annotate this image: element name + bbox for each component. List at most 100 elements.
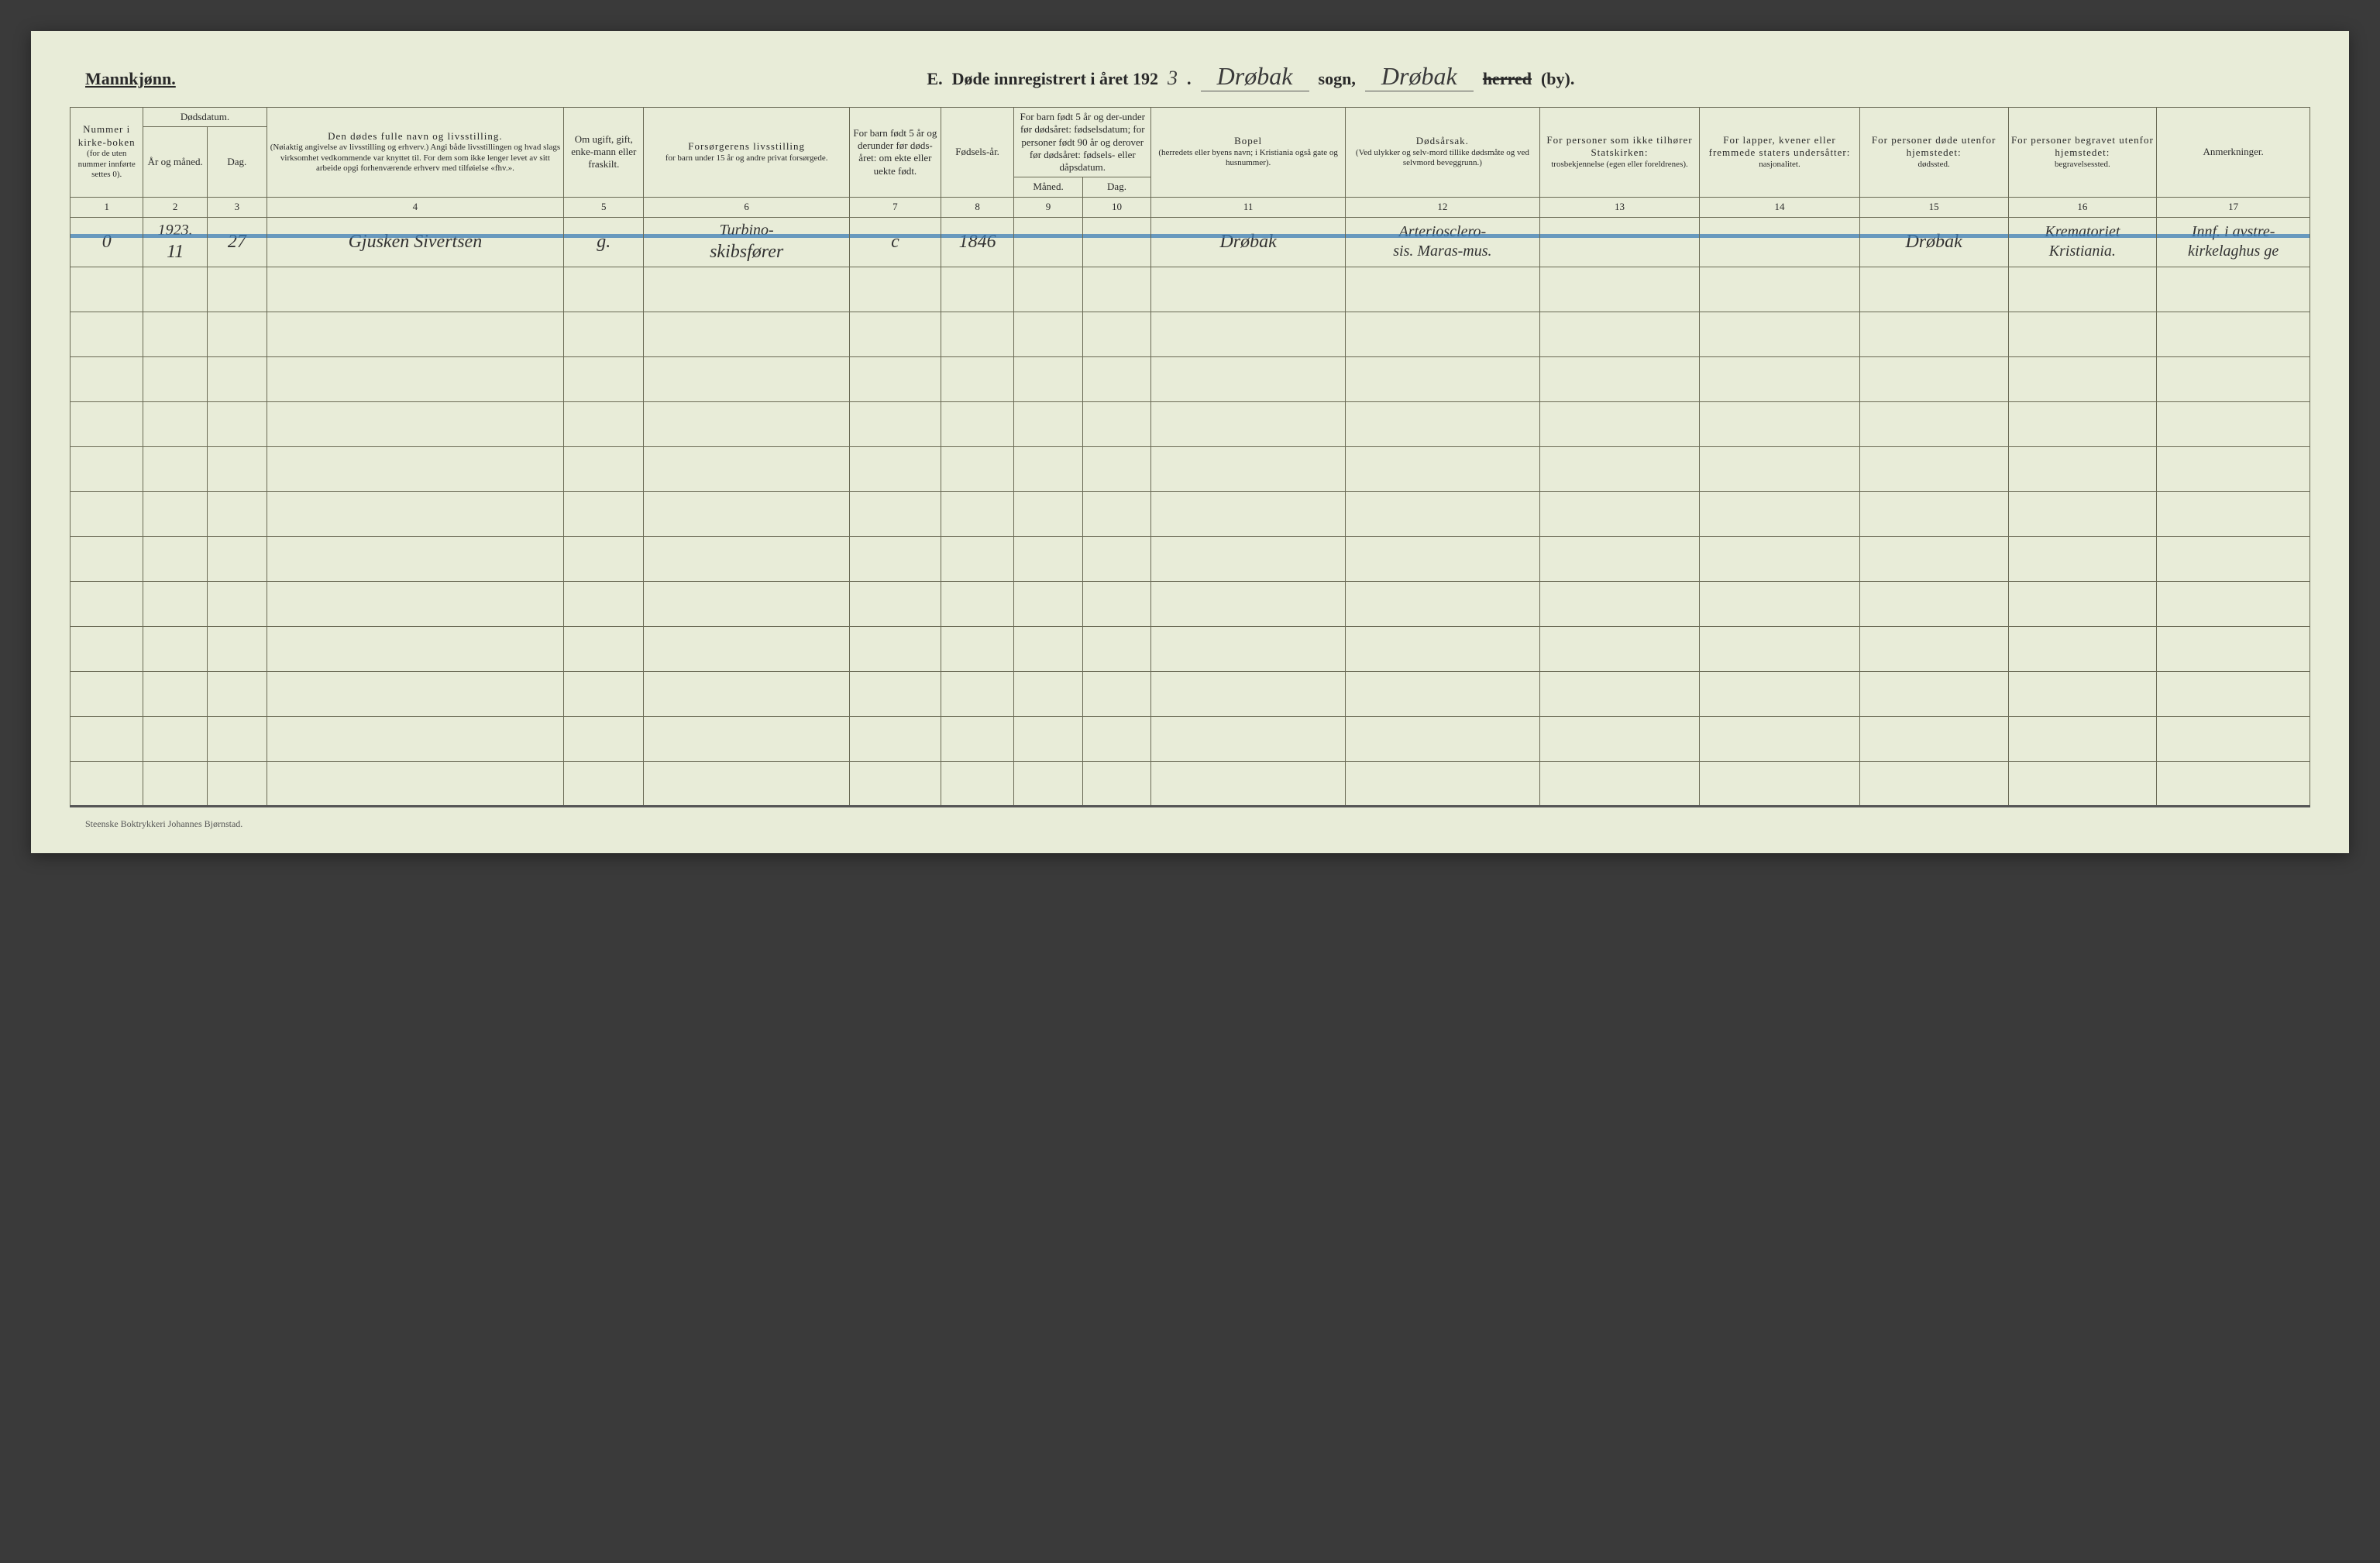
blank-cell	[1346, 581, 1540, 626]
blank-cell	[2157, 491, 2310, 536]
blank-cell	[1539, 356, 1700, 401]
blank-cell	[1346, 401, 1540, 446]
cell-c1: 0	[71, 217, 143, 267]
colnum: 8	[941, 197, 1013, 217]
blank-cell	[941, 716, 1013, 761]
col-header-10: Dag.	[1082, 177, 1150, 197]
blank-cell	[941, 761, 1013, 806]
blank-cell	[564, 401, 644, 446]
col-header-16: For personer begravet utenfor hjemstedet…	[2008, 108, 2157, 198]
blank-cell	[2157, 536, 2310, 581]
blank-cell	[207, 312, 267, 356]
blank-cell	[849, 312, 941, 356]
blank-cell	[1014, 446, 1082, 491]
blank-cell	[1859, 446, 2008, 491]
blank-cell	[143, 267, 208, 312]
blank-cell	[1082, 446, 1150, 491]
blank-cell	[71, 267, 143, 312]
blank-cell	[849, 491, 941, 536]
blank-cell	[941, 267, 1013, 312]
blank-cell	[564, 671, 644, 716]
blank-cell	[2008, 491, 2157, 536]
blank-cell	[71, 761, 143, 806]
blank-cell	[1859, 356, 2008, 401]
colnum: 14	[1700, 197, 1860, 217]
blank-row	[71, 312, 2310, 356]
col-header-9-group: For barn født 5 år og der-under før døds…	[1014, 108, 1151, 177]
section-letter: E.	[927, 69, 942, 89]
blank-row	[71, 761, 2310, 806]
blank-cell	[1151, 536, 1346, 581]
blank-cell	[644, 626, 850, 671]
cell-c17: Innf. i avstre-kirkelaghus ge	[2157, 217, 2310, 267]
cell-c12: Arteriosclero-sis. Maras-mus.	[1346, 217, 1540, 267]
blank-cell	[1346, 356, 1540, 401]
colnum: 2	[143, 197, 208, 217]
blank-cell	[1859, 626, 2008, 671]
blank-cell	[207, 716, 267, 761]
blank-cell	[71, 312, 143, 356]
col-header-15: For personer døde utenfor hjemstedet: dø…	[1859, 108, 2008, 198]
blank-cell	[849, 446, 941, 491]
blank-cell	[143, 581, 208, 626]
blank-cell	[267, 671, 564, 716]
col-header-9: Måned.	[1014, 177, 1082, 197]
blank-cell	[71, 671, 143, 716]
blank-cell	[1082, 761, 1150, 806]
title-prefix: Døde innregistrert i året 192	[952, 69, 1158, 89]
blank-cell	[207, 671, 267, 716]
blank-cell	[1859, 761, 2008, 806]
blank-cell	[1151, 491, 1346, 536]
blank-cell	[1014, 312, 1082, 356]
gender-label: Mannkjønn.	[85, 69, 176, 89]
blank-cell	[1014, 401, 1082, 446]
blank-cell	[1014, 356, 1082, 401]
blank-cell	[2157, 356, 2310, 401]
colnum: 9	[1014, 197, 1082, 217]
col-header-14: For lapper, kvener eller fremmede stater…	[1700, 108, 1860, 198]
blank-cell	[1859, 267, 2008, 312]
blank-cell	[1014, 491, 1082, 536]
blank-cell	[849, 536, 941, 581]
title-period: .	[1187, 69, 1192, 89]
blank-row	[71, 671, 2310, 716]
blank-cell	[1014, 671, 1082, 716]
blank-cell	[2008, 356, 2157, 401]
blank-cell	[2008, 312, 2157, 356]
blank-cell	[1539, 446, 1700, 491]
col-header-11: Bopel (herredets eller byens navn; i Kri…	[1151, 108, 1346, 198]
ledger-table: Nummer i kirke-boken (for de uten nummer…	[70, 107, 2310, 807]
blank-row	[71, 401, 2310, 446]
blank-cell	[1539, 312, 1700, 356]
blank-cell	[1151, 671, 1346, 716]
blank-row	[71, 536, 2310, 581]
blank-cell	[564, 581, 644, 626]
blank-cell	[1700, 446, 1860, 491]
blank-cell	[1151, 356, 1346, 401]
sogn-label: sogn,	[1319, 69, 1356, 89]
blank-cell	[1346, 267, 1540, 312]
col-header-1: Nummer i kirke-boken (for de uten nummer…	[71, 108, 143, 198]
cell-c16: KrematorietKristiania.	[2008, 217, 2157, 267]
blank-cell	[849, 626, 941, 671]
blank-cell	[267, 446, 564, 491]
blank-cell	[849, 401, 941, 446]
blank-cell	[71, 446, 143, 491]
col-header-13: For personer som ikke tilhører Statskirk…	[1539, 108, 1700, 198]
blank-cell	[1014, 761, 1082, 806]
blank-cell	[644, 491, 850, 536]
table-header: Nummer i kirke-boken (for de uten nummer…	[71, 108, 2310, 218]
blank-cell	[143, 761, 208, 806]
blank-cell	[564, 356, 644, 401]
cell-c14	[1700, 217, 1860, 267]
blank-cell	[1151, 581, 1346, 626]
blank-cell	[1151, 446, 1346, 491]
blank-cell	[1859, 716, 2008, 761]
blank-cell	[1700, 401, 1860, 446]
blank-cell	[207, 401, 267, 446]
herred-strike: herred	[1483, 69, 1532, 89]
col-header-17: Anmerkninger.	[2157, 108, 2310, 198]
blank-cell	[1082, 626, 1150, 671]
blank-cell	[2008, 581, 2157, 626]
blank-cell	[1082, 401, 1150, 446]
